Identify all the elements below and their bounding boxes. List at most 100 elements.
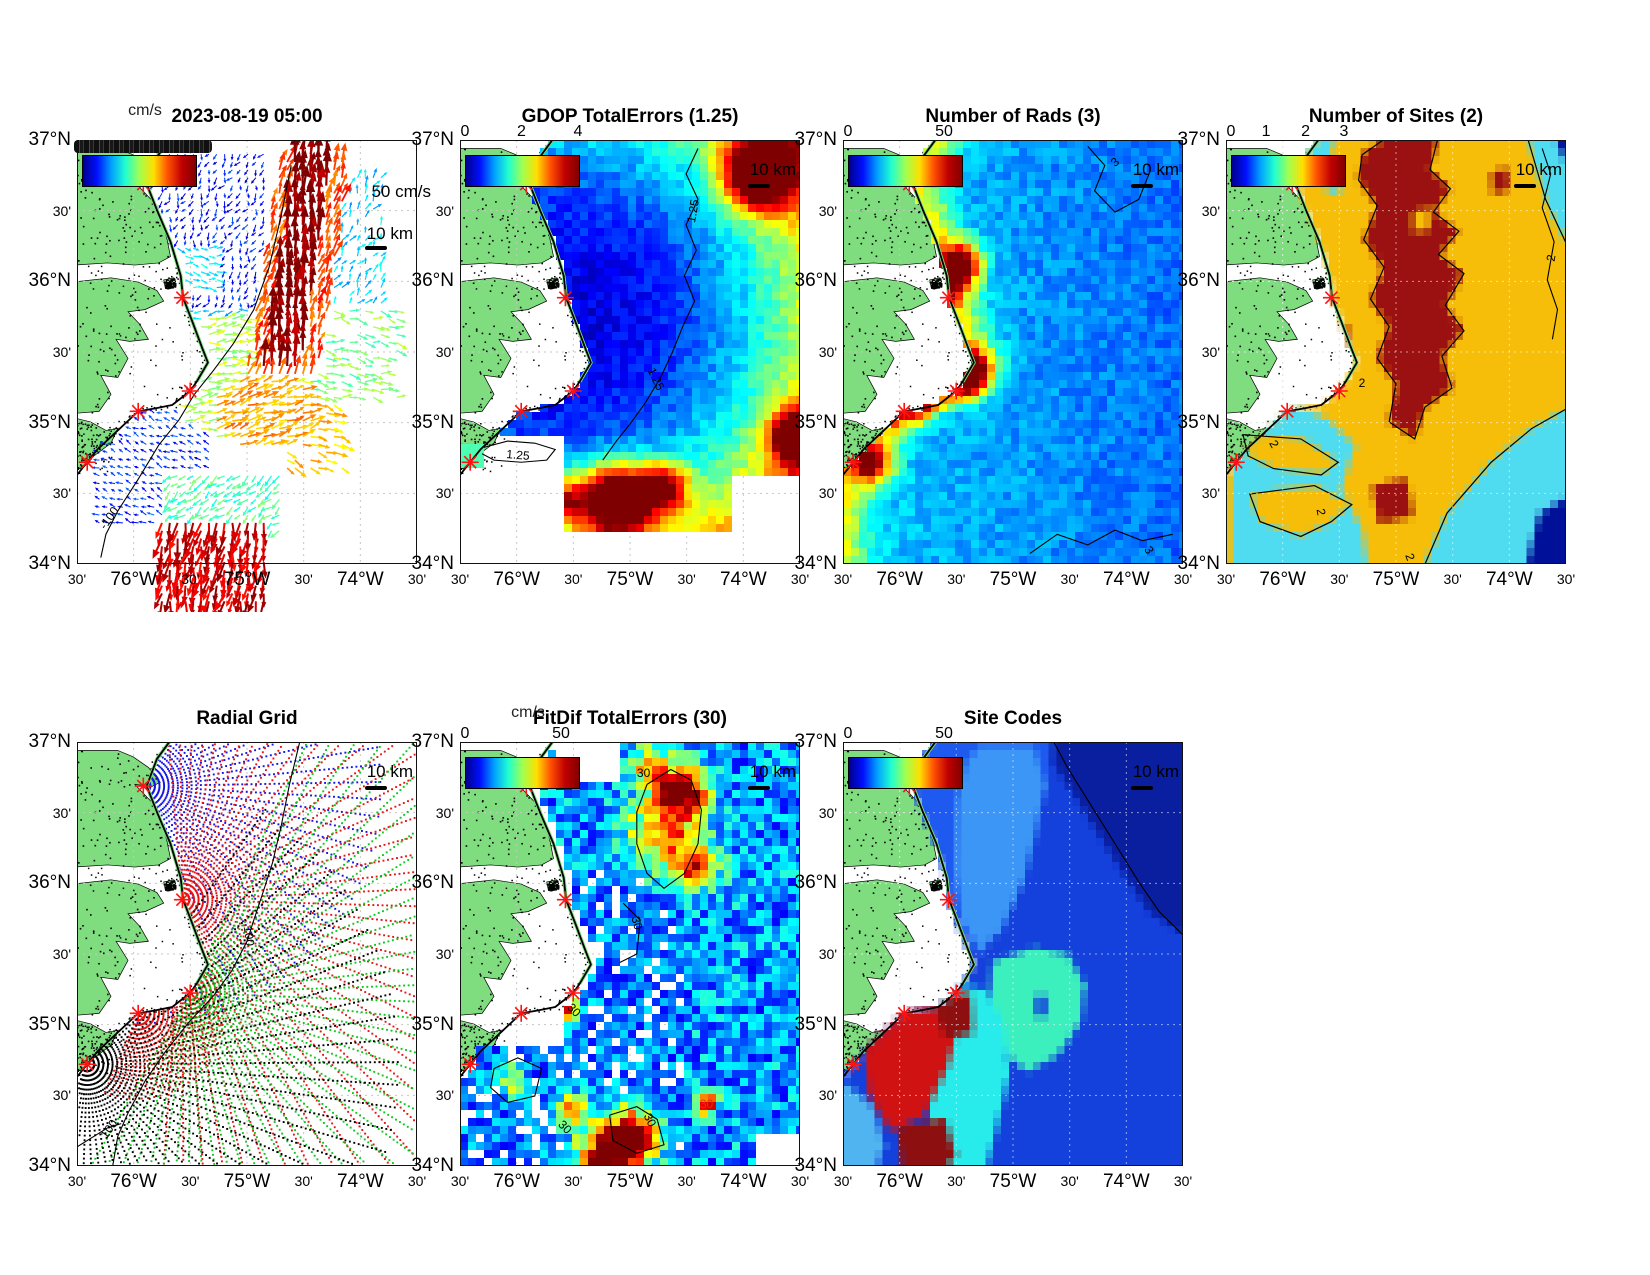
panel-title: Number of Rads (3): [925, 106, 1101, 127]
y-tick-label: 35°N: [28, 1013, 71, 1035]
y-tick-label: 37°N: [411, 731, 454, 752]
y-tick-label: 35°N: [1177, 411, 1220, 433]
x-tick-label: 30': [1173, 571, 1193, 587]
y-tick-label: 36°N: [411, 270, 454, 292]
x-tick-label: 75°W: [606, 569, 654, 590]
y-tick-label: 30': [52, 804, 71, 821]
contour-label: 30: [699, 1096, 714, 1111]
y-tick-label: 37°N: [794, 731, 837, 752]
colorbar-overlapping-tick-labels: [74, 140, 212, 153]
colorbar-tick-label: 0: [843, 123, 853, 140]
panel-title: GDOP TotalErrors (1.25): [521, 106, 739, 127]
y-tick-label: 37°N: [28, 129, 71, 150]
y-tick-label: 30': [52, 485, 71, 502]
scale-bar-label: 10 km: [366, 224, 413, 243]
scale-bar: [1131, 184, 1153, 188]
x-tick-label: 30': [833, 571, 853, 587]
colorbar-tick-label: 3: [1339, 123, 1349, 140]
colorbar-units-label: cm/s: [511, 704, 545, 721]
colorbar-tick-label: 50: [552, 725, 570, 742]
y-tick-label: 37°N: [28, 731, 71, 752]
y-tick-label: 36°N: [28, 270, 71, 292]
y-tick-label: 36°N: [1177, 270, 1220, 292]
scale-bar: [748, 184, 770, 188]
x-tick-label: 30': [450, 571, 470, 587]
scale-bar: [365, 786, 387, 790]
x-tick-label: 30': [1443, 571, 1462, 587]
x-tick-label: 30': [1216, 571, 1236, 587]
map-panel: Site Codes 0 50 10 km 37°N 30' 36°N 30' 35°N 30' 3…: [795, 708, 1193, 1192]
y-tick-label: 37°N: [1177, 129, 1220, 150]
scale-bar-label: 10 km: [366, 762, 413, 781]
colorbar: [1231, 155, 1346, 187]
scale-bar-label: 10 km: [1515, 160, 1562, 179]
y-tick-label: 30': [435, 202, 454, 219]
x-tick-label: 74°W: [1485, 569, 1533, 590]
y-tick-label: 35°N: [28, 411, 71, 433]
x-tick-label: 75°W: [989, 569, 1037, 590]
colorbar: [465, 757, 580, 789]
scale-bar-label: 10 km: [749, 160, 796, 179]
x-tick-label: 30': [407, 571, 427, 587]
y-tick-label: 37°N: [411, 129, 454, 150]
map-canvas: [77, 140, 417, 612]
contour-label: 1.25: [505, 446, 531, 463]
plot-frame: [460, 742, 800, 1166]
map-panel: GDOP TotalErrors (1.25) 0 2 4 10 km 1.25 1.25 1…: [412, 106, 810, 590]
x-tick-label: 76°W: [493, 1171, 540, 1192]
panel-title: Number of Sites (2): [1308, 106, 1484, 127]
y-tick-label: 35°N: [411, 1013, 454, 1035]
y-tick-label: 30': [1201, 202, 1220, 219]
colorbar-tick-label: 0: [1226, 123, 1236, 140]
panel-title: FitDif TotalErrors (30): [533, 708, 727, 729]
y-tick-label: 35°N: [411, 411, 454, 433]
colorbar-tick-label: 2: [1301, 123, 1311, 140]
x-tick-label: 30': [1060, 1173, 1079, 1189]
x-tick-label: 30': [947, 571, 966, 587]
plot-frame: [77, 742, 417, 1166]
scale-bar: [365, 246, 387, 250]
scale-bar: [748, 786, 770, 790]
y-tick-label: 30': [52, 202, 71, 219]
scale-bar: [1131, 786, 1153, 790]
x-tick-label: 30': [833, 1173, 853, 1189]
colorbar-units-label: cm/s: [128, 102, 162, 119]
x-tick-label: 74°W: [719, 1171, 767, 1192]
x-tick-label: 30': [181, 571, 200, 587]
x-tick-label: 30': [407, 1173, 427, 1189]
x-tick-label: 30': [181, 1173, 200, 1189]
x-tick-label: 75°W: [223, 1171, 271, 1192]
y-tick-label: 36°N: [794, 270, 837, 292]
scale-bar-label: 10 km: [1132, 762, 1179, 781]
y-tick-label: 35°N: [794, 1013, 837, 1035]
y-tick-label: 30': [818, 946, 837, 962]
x-tick-label: 76°W: [110, 1171, 157, 1192]
x-tick-label: 75°W: [223, 569, 271, 590]
plot-frame: [843, 140, 1183, 564]
map-canvas: [843, 140, 1183, 564]
y-tick-label: 35°N: [794, 411, 837, 433]
colorbar: [465, 155, 580, 187]
map-panel: Number of Rads (3) 0 50 10 km 3 3 37°N 30' 36°N 3…: [795, 106, 1193, 590]
y-tick-label: 36°N: [28, 872, 71, 894]
y-tick-label: 30': [818, 485, 837, 502]
colorbar: [848, 757, 963, 789]
colorbar-tick-label: 4: [573, 123, 583, 140]
colorbar-tick-label: 0: [460, 725, 470, 742]
x-tick-label: 74°W: [1102, 1171, 1150, 1192]
x-tick-label: 30': [450, 1173, 470, 1189]
map-panel: 2023-08-19 05:00 cm/s 10 km 50 cm/s -100 37°N…: [29, 102, 431, 612]
contour-label: 2: [1358, 375, 1366, 390]
y-tick-label: 30': [435, 344, 454, 360]
y-tick-label: 30': [52, 344, 71, 360]
y-tick-label: 34°N: [794, 1155, 837, 1176]
y-tick-label: 34°N: [411, 1155, 454, 1176]
colorbar-tick-label: 0: [843, 725, 853, 742]
x-tick-label: 30': [1330, 571, 1349, 587]
x-tick-label: 74°W: [1102, 569, 1150, 590]
y-tick-label: 34°N: [28, 1155, 71, 1176]
y-tick-label: 30': [818, 1087, 837, 1104]
y-tick-label: 30': [818, 344, 837, 360]
y-tick-label: 36°N: [794, 872, 837, 894]
x-tick-label: 76°W: [493, 569, 540, 590]
